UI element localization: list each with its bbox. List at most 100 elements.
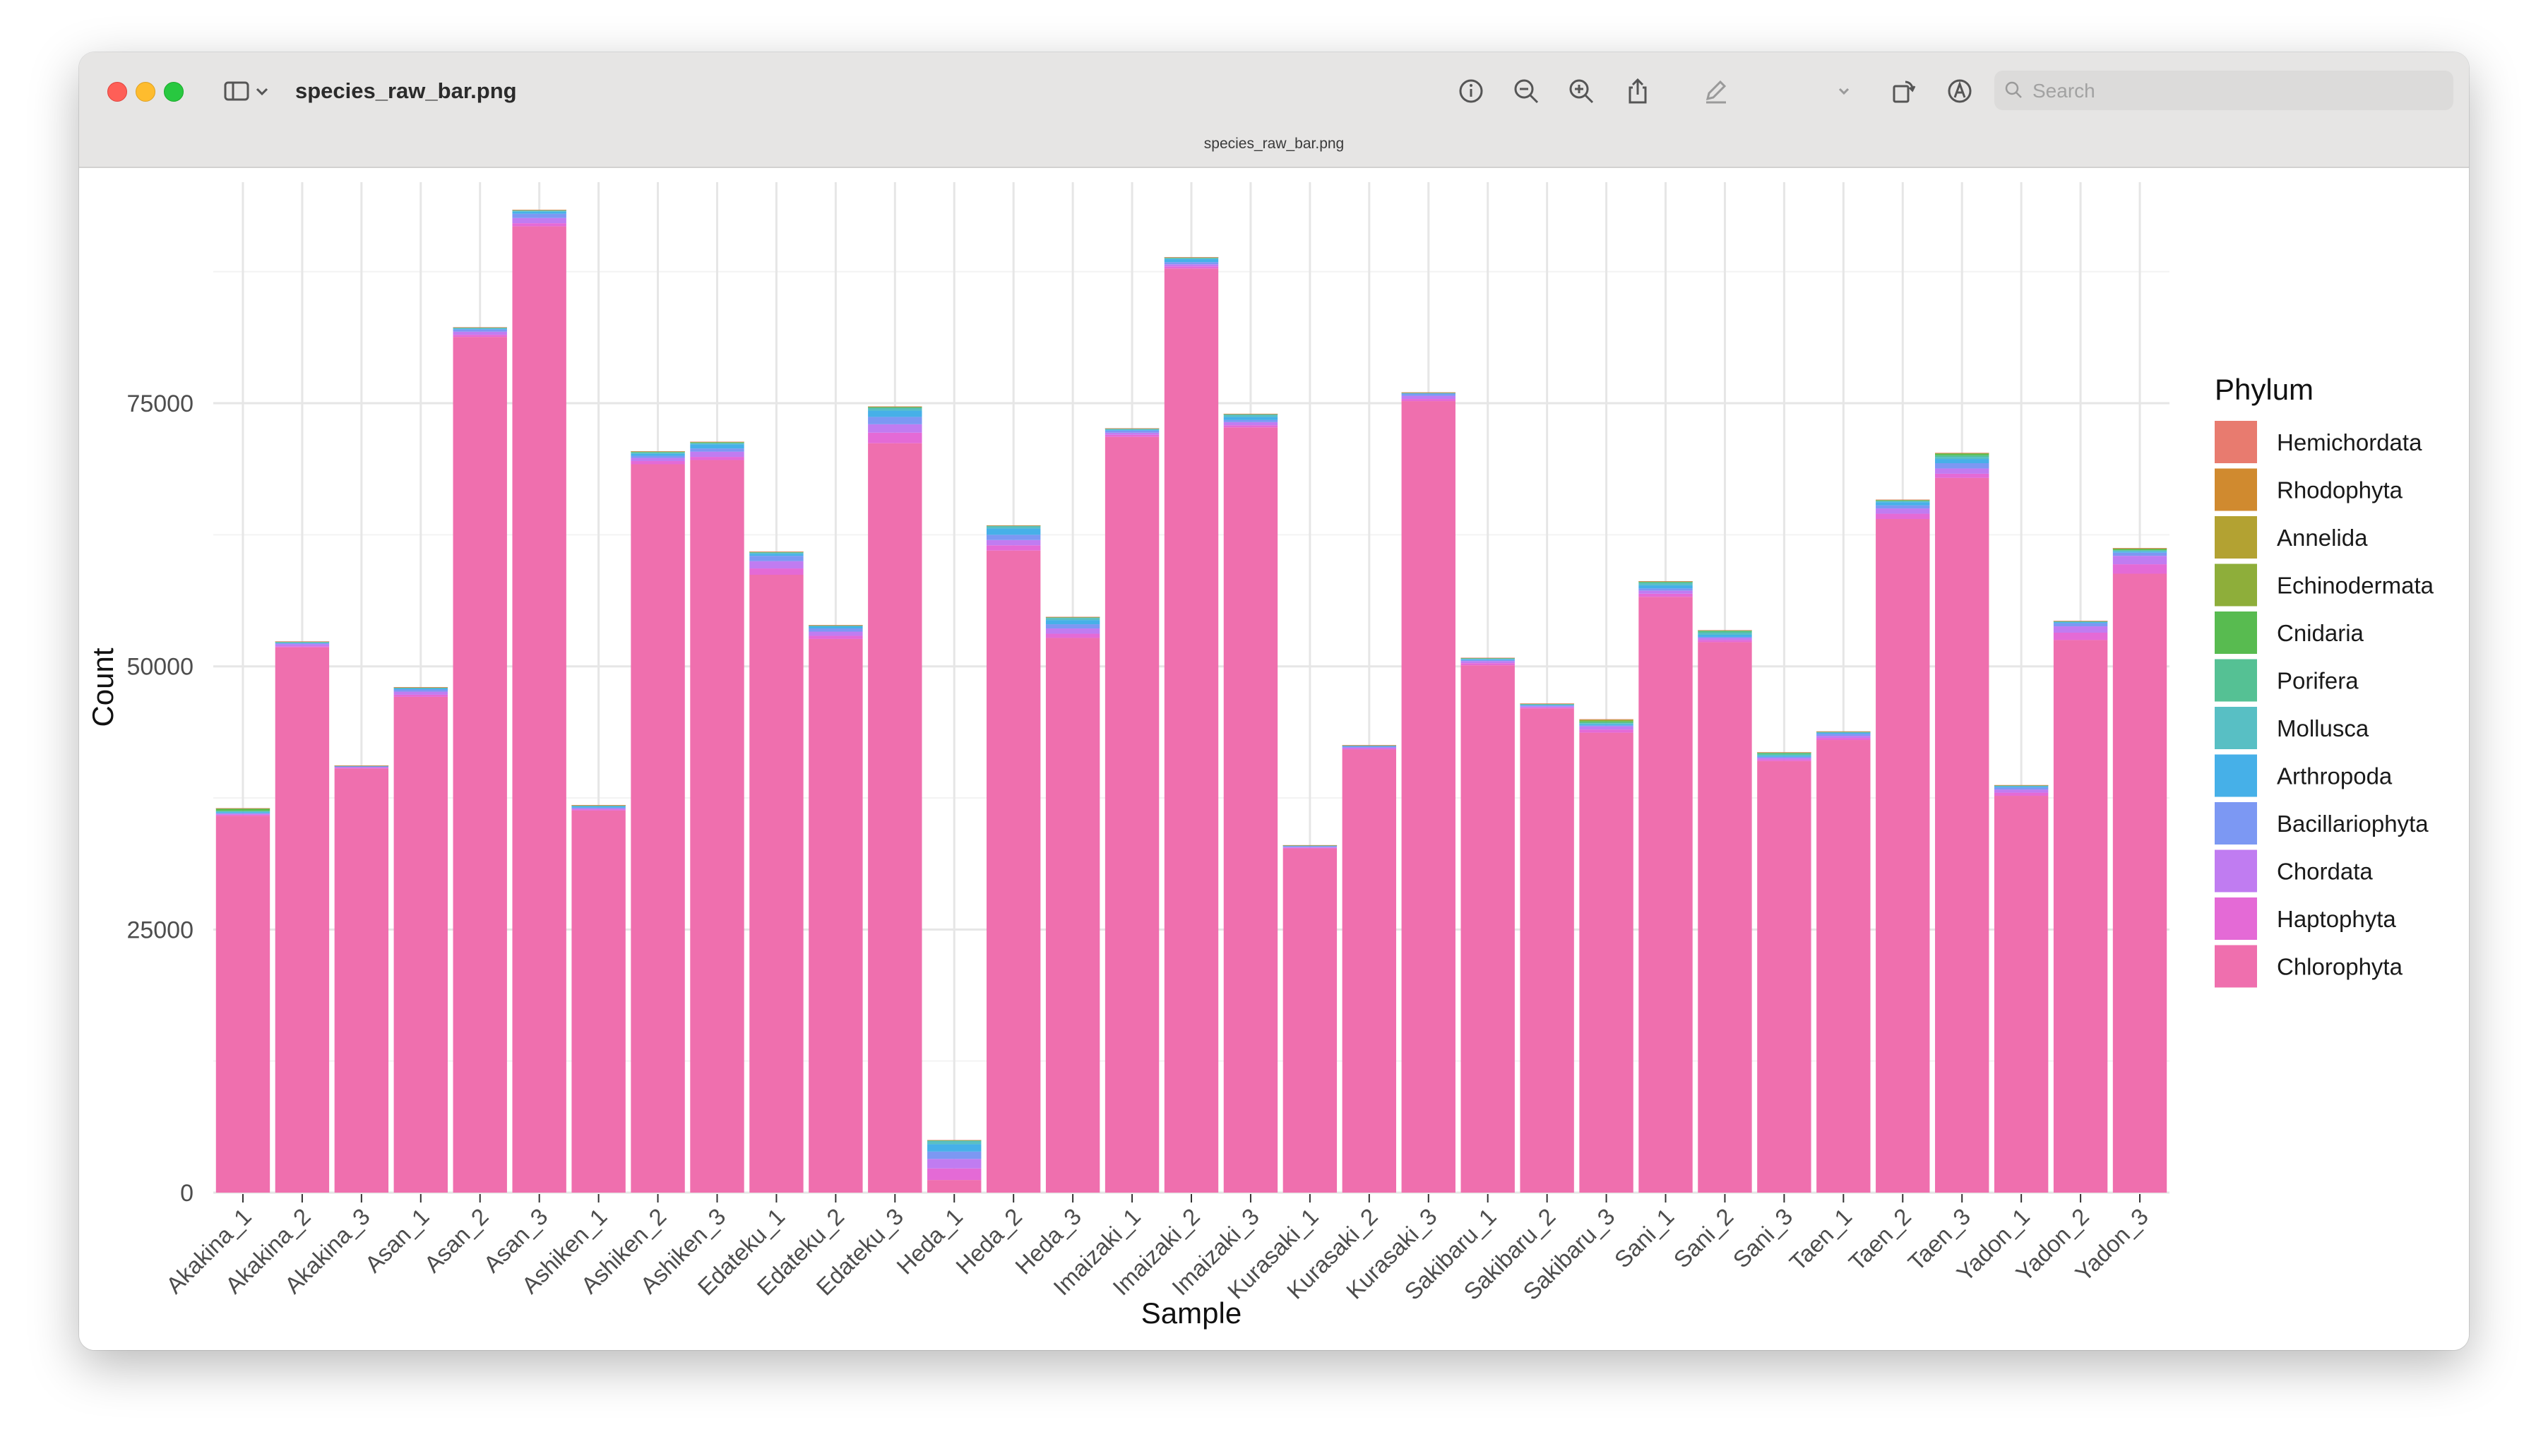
bar-segment xyxy=(453,328,507,330)
zoom-out-button[interactable] xyxy=(1507,72,1545,110)
legend-label: Porifera xyxy=(2277,668,2359,694)
bar-segment xyxy=(1816,740,1871,1193)
bar-segment xyxy=(1342,745,1397,746)
stacked-bar-chart: 0250005000075000Akakina_1Akakina_2Akakin… xyxy=(86,182,2434,1330)
bar-segment xyxy=(215,813,270,814)
bar-segment xyxy=(1164,266,1219,269)
legend-key xyxy=(2215,707,2257,749)
bar-segment xyxy=(1045,616,1100,618)
legend-key xyxy=(2215,611,2257,654)
bar-segment xyxy=(868,410,922,417)
bar-segment xyxy=(1520,703,1574,704)
sidebar-menu-button[interactable] xyxy=(251,72,273,110)
bar-segment xyxy=(1223,419,1278,422)
markup-button[interactable] xyxy=(1696,72,1734,110)
bar-segment xyxy=(1045,628,1100,634)
bar-segment xyxy=(1342,748,1397,750)
bar-segment xyxy=(1816,738,1871,741)
bar-segment xyxy=(1994,796,2049,1193)
bar-segment xyxy=(571,810,626,1193)
bar-segment xyxy=(1698,634,1752,637)
bar-segment xyxy=(2112,573,2167,1193)
bar-segment xyxy=(631,453,685,456)
sidebar-toggle-button[interactable] xyxy=(218,72,256,110)
bar-segment xyxy=(215,813,270,815)
close-window-button[interactable] xyxy=(107,82,127,102)
legend-key xyxy=(2215,802,2257,845)
legend-label: Hemichordata xyxy=(2277,429,2422,455)
bar-segment xyxy=(1994,785,2049,787)
bar-segment xyxy=(275,646,330,648)
share-button[interactable] xyxy=(1619,72,1657,110)
bar-segment xyxy=(1638,597,1693,1193)
bar-segment xyxy=(1994,787,2049,790)
zoom-in-button[interactable] xyxy=(1562,72,1600,110)
bar-segment xyxy=(1816,732,1871,733)
bar-segment xyxy=(2053,640,2108,1193)
bar-segment xyxy=(571,809,626,811)
bar-segment xyxy=(1876,519,1930,1193)
bar-segment xyxy=(1935,468,1989,474)
bar-segment xyxy=(1638,581,1693,583)
search-field[interactable] xyxy=(1994,71,2453,112)
bar-segment xyxy=(1935,463,1989,469)
bar-segment xyxy=(512,213,566,218)
bar-segment xyxy=(690,443,744,445)
x-tick-label: Taen_1 xyxy=(1785,1203,1857,1276)
bar-segment xyxy=(1164,262,1219,265)
bar-segment xyxy=(749,575,804,1193)
bar-segment xyxy=(1816,732,1871,734)
minimize-window-button[interactable] xyxy=(136,82,155,102)
bar-segment xyxy=(809,628,863,632)
x-tick-label: Heda_2 xyxy=(951,1203,1027,1279)
bar-segment xyxy=(1401,401,1455,1193)
bar-segment xyxy=(1876,513,1930,519)
bar-segment xyxy=(1045,617,1100,619)
markup-menu-button[interactable] xyxy=(1833,72,1855,110)
maximize-window-button[interactable] xyxy=(164,82,184,102)
bar-segment xyxy=(631,458,685,462)
rotate-icon xyxy=(1893,80,1916,103)
bar-segment xyxy=(986,535,1041,540)
bar-segment xyxy=(690,444,744,449)
bar-segment xyxy=(215,812,270,813)
bar-segment xyxy=(1816,732,1871,733)
bar-segment xyxy=(1520,708,1574,1193)
bar-segment xyxy=(868,443,922,1193)
search-input[interactable] xyxy=(2031,71,2443,112)
bar-segment xyxy=(868,407,922,409)
bar-segment xyxy=(393,687,448,688)
bar-segment xyxy=(393,688,448,690)
bar-segment xyxy=(1342,746,1397,748)
bar-segment xyxy=(868,408,922,411)
bar-segment xyxy=(986,539,1041,546)
bar-segment xyxy=(927,1159,982,1169)
rotate-button[interactable] xyxy=(1884,72,1922,110)
legend-label: Rhodophyta xyxy=(2277,477,2403,503)
legend-key xyxy=(2215,754,2257,797)
bar-segment xyxy=(1460,663,1515,666)
bar-segment xyxy=(453,327,507,328)
bar-segment xyxy=(1638,593,1693,597)
info-button[interactable] xyxy=(1452,72,1490,110)
bar-segment xyxy=(1638,588,1693,591)
legend-key xyxy=(2215,945,2257,988)
bar-segment xyxy=(631,464,685,1193)
bar-segment xyxy=(1045,633,1100,638)
share-icon xyxy=(1629,78,1647,104)
bar-segment xyxy=(275,643,330,645)
bar-segment xyxy=(275,647,330,1193)
bar-segment xyxy=(215,808,270,811)
legend-key xyxy=(2215,659,2257,702)
legend-label: Cnidaria xyxy=(2277,620,2364,646)
annotate-button[interactable] xyxy=(1941,72,1979,110)
bar-segment xyxy=(453,329,507,332)
legend-label: Annelida xyxy=(2277,525,2368,551)
x-tick-label: Asan_1 xyxy=(359,1203,434,1277)
bar-segment xyxy=(1757,756,1811,758)
chevron-down-icon xyxy=(1838,88,1850,95)
bar-segment xyxy=(571,805,626,806)
bar-segment xyxy=(927,1151,982,1159)
bar-segment xyxy=(512,210,566,211)
bar-segment xyxy=(749,551,804,552)
